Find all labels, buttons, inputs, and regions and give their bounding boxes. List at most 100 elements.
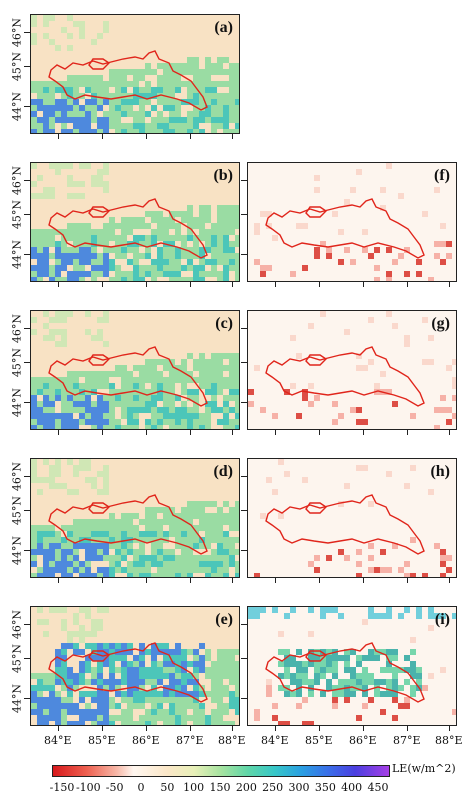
lon-tick <box>190 133 191 139</box>
region-outline <box>48 494 208 555</box>
lat-tick <box>24 550 30 551</box>
lon-tick <box>363 281 364 287</box>
lon-tick <box>146 281 147 287</box>
lon-tick <box>232 429 233 435</box>
lon-tick <box>449 429 450 435</box>
lat-tick <box>24 32 30 33</box>
lat-tick <box>241 550 247 551</box>
region-outline-small <box>88 206 111 218</box>
colorbar-tick-label: 250 <box>262 781 284 794</box>
map-panel-e: (e) <box>30 606 240 726</box>
lat-tick <box>241 402 247 403</box>
lat-label: 45°N <box>10 347 24 378</box>
lat-tick <box>241 624 247 625</box>
lat-tick <box>241 254 247 255</box>
map-panel-h: (h) <box>247 458 457 578</box>
map-raster-f <box>248 163 456 281</box>
lon-tick <box>190 725 191 731</box>
lat-tick <box>241 180 247 181</box>
lon-tick <box>58 725 59 731</box>
lon-tick <box>146 725 147 731</box>
lon-tick <box>449 725 450 731</box>
region-outline-small <box>305 650 328 662</box>
lat-label: 46°N <box>10 461 24 492</box>
lat-label: 46°N <box>10 313 24 344</box>
lon-tick <box>407 577 408 583</box>
panel-label: (a) <box>214 19 233 36</box>
lat-label: 44°N <box>10 387 24 418</box>
lon-label: 88°E <box>218 734 246 747</box>
lon-label: 87°E <box>393 734 421 747</box>
lat-tick <box>241 214 247 215</box>
lat-tick <box>241 362 247 363</box>
region-outline-small <box>305 502 328 514</box>
region-outline-small <box>88 58 111 70</box>
lat-label: 46°N <box>10 165 24 196</box>
lat-tick <box>24 214 30 215</box>
colorbar-unit: LE(w/m^2) <box>392 762 456 775</box>
lat-tick <box>24 698 30 699</box>
lon-tick <box>275 281 276 287</box>
colorbar-tick-label: 200 <box>235 781 257 794</box>
lon-tick <box>190 281 191 287</box>
lon-tick <box>407 725 408 731</box>
lon-tick <box>275 429 276 435</box>
panel-label: (c) <box>215 315 233 332</box>
map-raster-e <box>31 607 239 725</box>
lat-label: 46°N <box>10 17 24 48</box>
colorbar-tick-label: 150 <box>209 781 231 794</box>
panel-label: (b) <box>213 167 233 184</box>
lon-tick <box>363 429 364 435</box>
map-panel-i: (i) <box>247 606 457 726</box>
lon-tick <box>102 725 103 731</box>
region-outline <box>265 642 425 703</box>
region-outline <box>265 346 425 407</box>
panel-label: (e) <box>215 611 233 628</box>
region-outline <box>48 346 208 407</box>
colorbar-tick-label: 100 <box>183 781 205 794</box>
panel-label: (g) <box>431 315 450 332</box>
lat-tick <box>24 180 30 181</box>
colorbar-tick-label: -150 <box>49 781 75 794</box>
lat-label: 45°N <box>10 495 24 526</box>
region-outline <box>265 494 425 555</box>
lon-tick <box>319 281 320 287</box>
lon-tick <box>146 133 147 139</box>
lon-tick <box>275 577 276 583</box>
region-outline-small <box>305 354 328 366</box>
lon-tick <box>190 429 191 435</box>
lat-tick <box>241 698 247 699</box>
lon-label: 84°E <box>44 734 72 747</box>
lat-tick <box>24 254 30 255</box>
lat-label: 44°N <box>10 239 24 270</box>
lon-tick <box>407 281 408 287</box>
lat-tick <box>24 106 30 107</box>
lon-tick <box>319 429 320 435</box>
map-panel-b: (b) <box>30 162 240 282</box>
colorbar-tick-label: 450 <box>367 781 389 794</box>
region-outline-small <box>305 206 328 218</box>
map-raster-g <box>248 311 456 429</box>
lon-tick <box>232 577 233 583</box>
lon-tick <box>102 281 103 287</box>
lat-tick <box>24 328 30 329</box>
region-outline <box>48 642 208 703</box>
lon-tick <box>319 725 320 731</box>
lat-label: 45°N <box>10 643 24 674</box>
lon-label: 88°E <box>435 734 463 747</box>
lon-tick <box>449 577 450 583</box>
lat-tick <box>241 658 247 659</box>
lon-tick <box>232 281 233 287</box>
lon-tick <box>102 133 103 139</box>
map-panel-g: (g) <box>247 310 457 430</box>
lon-tick <box>102 577 103 583</box>
lon-tick <box>232 133 233 139</box>
lat-label: 46°N <box>10 609 24 640</box>
panel-label: (f) <box>434 167 450 184</box>
colorbar-tick-label: 400 <box>341 781 363 794</box>
lon-tick <box>58 429 59 435</box>
lon-tick <box>58 281 59 287</box>
lon-tick <box>363 725 364 731</box>
lon-tick <box>58 577 59 583</box>
lon-tick <box>363 577 364 583</box>
